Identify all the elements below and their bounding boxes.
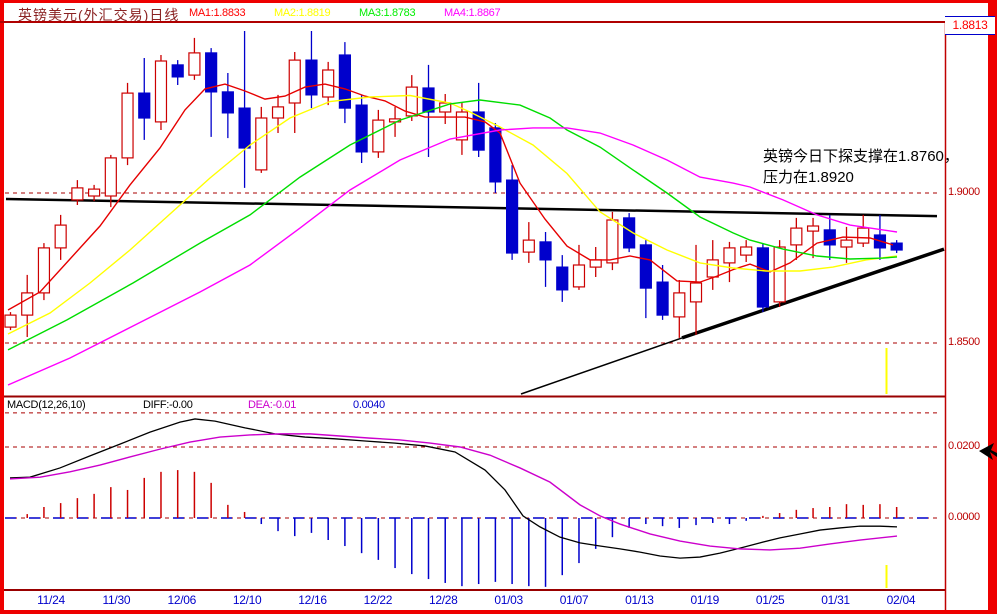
- ma3-value-label: MA3:1.8783: [359, 7, 416, 19]
- macd-axis-label: 0.0200: [948, 440, 980, 452]
- annotation-note: 英镑今日下探支撑在1.8760， 压力在1.8920: [763, 146, 993, 188]
- annotation-line-2: 压力在1.8920: [763, 169, 854, 186]
- date-label: 01/13: [625, 593, 654, 607]
- price-axis-label: 1.8500: [948, 336, 980, 348]
- date-label: 11/24: [37, 593, 65, 607]
- date-label: 12/06: [167, 593, 197, 607]
- diff-value-label: DIFF:-0.00: [143, 399, 193, 411]
- right-edge-bar: [988, 0, 997, 614]
- title-bar: 英镑美元(外汇交易)日线 MA1:1.8833 MA2:1.8819 MA3:1…: [4, 3, 945, 23]
- annotation-line-1: 英镑今日下探支撑在1.8760，: [763, 148, 959, 165]
- date-label: 12/10: [232, 593, 262, 607]
- latest-price-value: 1.8813: [952, 18, 988, 32]
- title-bar-divider: [0, 21, 946, 23]
- date-label: 01/03: [494, 593, 523, 607]
- chart-title: 英镑美元(外汇交易)日线: [18, 7, 180, 23]
- ma4-value-label: MA4:1.8867: [444, 7, 501, 19]
- date-label: 01/07: [559, 593, 589, 607]
- date-label: 01/19: [690, 593, 720, 607]
- window-border-top: [0, 0, 997, 3]
- date-label: 01/25: [755, 593, 785, 607]
- ma2-value-label: MA2:1.8819: [274, 7, 331, 19]
- window-border-bottom: [0, 610, 997, 614]
- date-label: 01/31: [821, 593, 850, 607]
- date-label: 02/04: [886, 593, 916, 607]
- window-border-left: [0, 0, 4, 614]
- date-label: 12/16: [298, 593, 327, 607]
- date-label: 11/30: [102, 593, 131, 607]
- macd-params-label: MACD(12,26,10): [7, 399, 86, 411]
- step-value-label: 0.0040: [353, 399, 385, 411]
- price-axis-label: 1.9000: [948, 186, 980, 198]
- date-label: 12/22: [363, 593, 393, 607]
- latest-price-box: 1.8813: [945, 16, 995, 35]
- dea-value-label: DEA:-0.01: [248, 399, 297, 411]
- ma1-value-label: MA1:1.8833: [189, 7, 246, 19]
- date-label: 12/28: [429, 593, 458, 607]
- macd-axis-label: 0.0000: [948, 511, 980, 523]
